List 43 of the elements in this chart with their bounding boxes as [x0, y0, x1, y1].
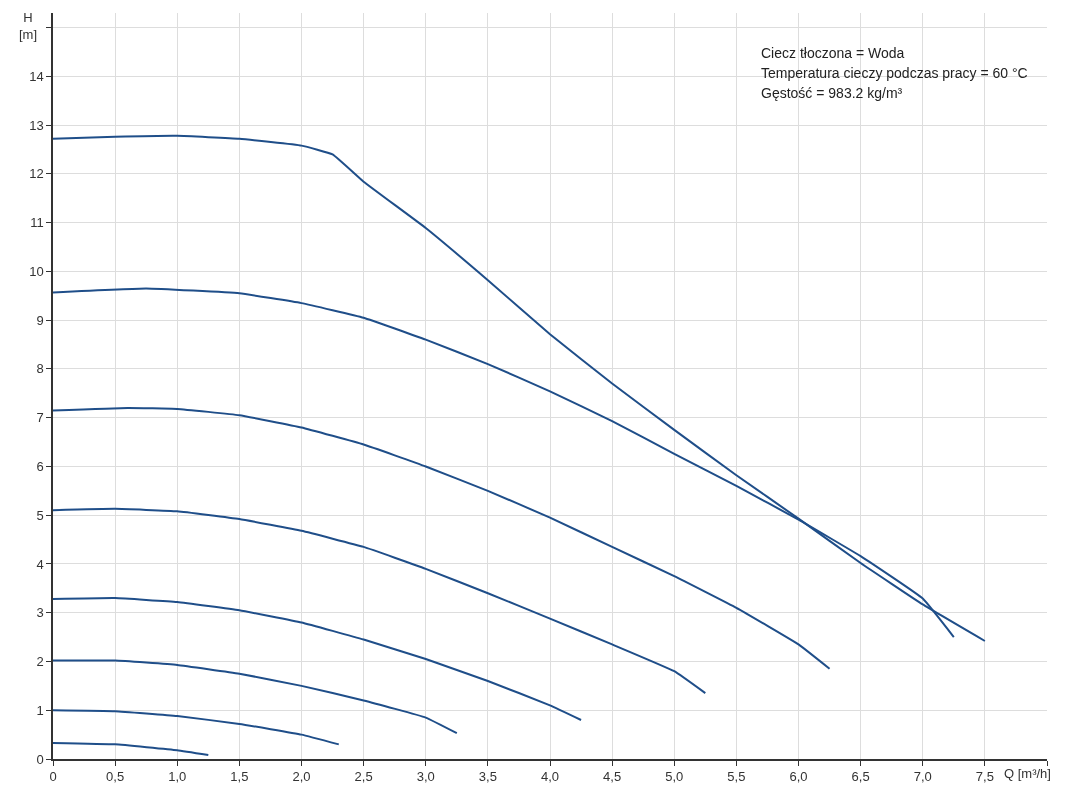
x-tick-label: 2,0 — [292, 769, 311, 785]
y-tick-label: 2 — [36, 654, 44, 670]
y-tick-label: 12 — [29, 166, 44, 182]
x-axis-title: Q [m³/h] — [1004, 766, 1051, 781]
y-tick-label: 14 — [29, 68, 44, 84]
y-tick-label: 5 — [36, 507, 44, 523]
line-series — [53, 597, 583, 721]
y-tick-label: 3 — [36, 605, 44, 621]
x-tick-label: 2,5 — [354, 769, 373, 785]
line-series — [53, 507, 707, 695]
y-tick-label: 0 — [36, 751, 44, 767]
annotation: Ciecz tłoczona = Woda — [761, 45, 905, 61]
line-series — [53, 406, 831, 670]
line-series — [53, 709, 340, 746]
x-tick-label: 4,0 — [540, 769, 560, 785]
y-tick-label: 7 — [36, 410, 44, 426]
x-tick-label: 4,5 — [603, 769, 622, 785]
annotation: Temperatura cieczy podczas pracy = 60 °C — [761, 65, 1028, 81]
y-tick-label: 6 — [36, 459, 44, 474]
y-tick-label: 10 — [29, 263, 44, 279]
x-tick-label: 0,5 — [106, 769, 125, 785]
x-tick-label: 1,5 — [230, 769, 249, 785]
x-tick-label: 1,0 — [168, 769, 187, 785]
y-tick-label: 1 — [36, 702, 44, 718]
x-tick-label: 0 — [49, 769, 57, 785]
x-tick-label: 7,5 — [975, 769, 994, 785]
x-tick-label: 5,0 — [665, 769, 684, 785]
x-tick-label: 6,0 — [789, 769, 808, 785]
y-tick-label: 9 — [36, 312, 44, 328]
y-tick-label: 13 — [29, 117, 44, 133]
line-series — [53, 134, 986, 643]
x-tick-label: 7,0 — [913, 769, 932, 785]
annotation: Gęstość = 983.2 kg/m³ — [761, 85, 903, 101]
y-tick-label: 8 — [36, 361, 44, 377]
x-tick-label: 3,5 — [478, 769, 497, 785]
x-tick-label: 3,0 — [416, 769, 435, 785]
y-axis-title: H [m] — [19, 10, 38, 42]
y-tick-label: 11 — [30, 215, 44, 231]
line-series — [53, 741, 210, 757]
line-series — [53, 659, 458, 735]
x-tick-label: 5,5 — [727, 769, 746, 785]
x-tick-label: 6,5 — [851, 769, 870, 785]
y-tick-label: 4 — [36, 556, 44, 572]
